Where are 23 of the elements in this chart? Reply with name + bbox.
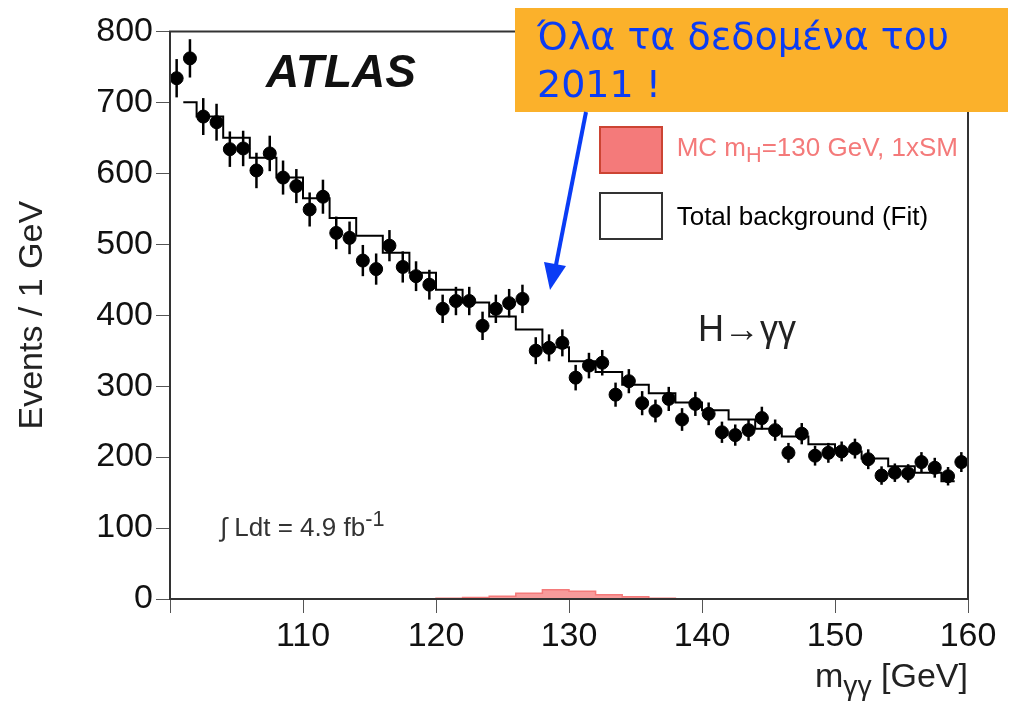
x-tick-label: 140 xyxy=(673,614,731,653)
x-tick-label: 110 xyxy=(275,614,331,653)
y-tick-label: 500 xyxy=(96,222,153,261)
y-axis-title: Events / 1 GeV xyxy=(10,200,49,430)
x-axis-title: m$_{γγ}$ [GeV] xyxy=(814,656,968,702)
y-tick-label: 100 xyxy=(96,506,153,545)
y-tick-label: 600 xyxy=(96,151,153,190)
y-tick-label: 300 xyxy=(96,364,153,403)
annotation: H→γγ xyxy=(698,308,796,350)
annotation: Όλα τα δεδομένα του 2011 ! xyxy=(515,8,1008,112)
x-tick-label: 150 xyxy=(806,614,864,653)
annotation: ATLAS xyxy=(266,44,416,98)
y-tick-label: 200 xyxy=(96,435,153,474)
annotation: ∫ Ldt = 4.9 fb$^{-1}$ xyxy=(220,506,385,543)
y-tick-label: 800 xyxy=(96,9,153,48)
legend-label: MC m$_{H}$=130 GeV, 1xSM xyxy=(676,131,958,169)
text: Total background (Fit) xyxy=(676,200,929,232)
x-tick-label: 130 xyxy=(540,614,598,653)
y-tick-label: 0 xyxy=(134,577,153,616)
x-tick-label: 160 xyxy=(939,614,997,653)
y-tick-label: 400 xyxy=(96,293,153,332)
x-tick-label: 120 xyxy=(407,614,465,653)
y-tick-label: 700 xyxy=(96,80,153,119)
